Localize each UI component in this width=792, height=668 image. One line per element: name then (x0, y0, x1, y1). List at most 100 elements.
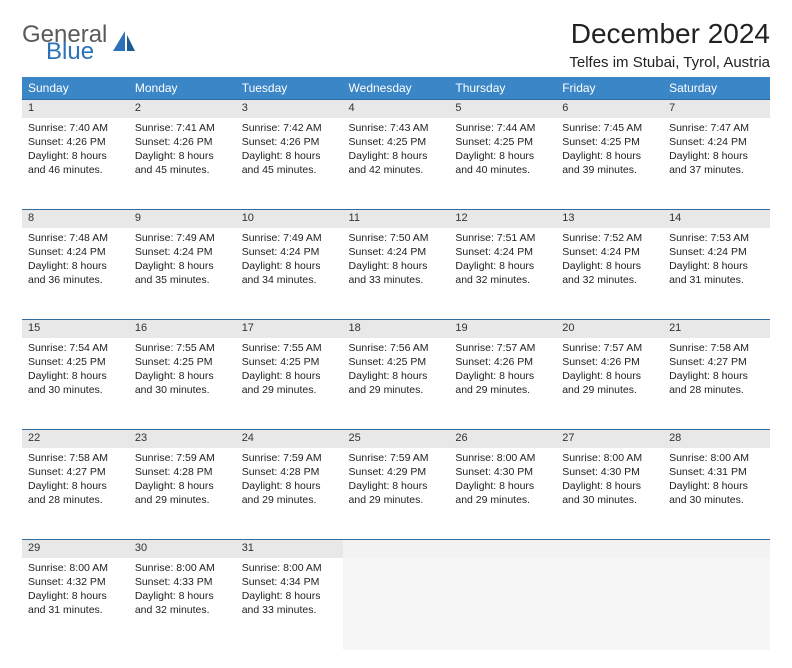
sunset-text: Sunset: 4:29 PM (349, 465, 444, 479)
day-number: 29 (22, 540, 129, 558)
sunrise-text: Sunrise: 7:49 AM (242, 231, 337, 245)
sunrise-text: Sunrise: 7:58 AM (28, 451, 123, 465)
daylight-text: Daylight: 8 hours and 32 minutes. (135, 589, 230, 617)
sunset-text: Sunset: 4:24 PM (562, 245, 657, 259)
day-number-empty (663, 540, 770, 558)
sunset-text: Sunset: 4:25 PM (562, 135, 657, 149)
sunrise-text: Sunrise: 7:58 AM (669, 341, 764, 355)
daylight-text: Daylight: 8 hours and 34 minutes. (242, 259, 337, 287)
day-cell: Sunrise: 7:43 AMSunset: 4:25 PMDaylight:… (343, 118, 450, 210)
day-number: 26 (449, 430, 556, 448)
weekday-header: Sunday (22, 77, 129, 100)
day-number-row: 15161718192021 (22, 320, 770, 338)
title-block: December 2024 Telfes im Stubai, Tyrol, A… (569, 18, 770, 71)
weekday-header: Tuesday (236, 77, 343, 100)
day-cell: Sunrise: 7:55 AMSunset: 4:25 PMDaylight:… (129, 338, 236, 430)
sunset-text: Sunset: 4:26 PM (135, 135, 230, 149)
day-number: 4 (343, 100, 450, 118)
daylight-text: Daylight: 8 hours and 29 minutes. (455, 479, 550, 507)
day-cell: Sunrise: 7:59 AMSunset: 4:28 PMDaylight:… (129, 448, 236, 540)
calendar-page: General Blue December 2024 Telfes im Stu… (0, 0, 792, 668)
sunset-text: Sunset: 4:24 PM (349, 245, 444, 259)
daylight-text: Daylight: 8 hours and 31 minutes. (28, 589, 123, 617)
sunset-text: Sunset: 4:24 PM (669, 245, 764, 259)
sunrise-text: Sunrise: 7:41 AM (135, 121, 230, 135)
sunset-text: Sunset: 4:31 PM (669, 465, 764, 479)
day-number: 24 (236, 430, 343, 448)
sunset-text: Sunset: 4:26 PM (562, 355, 657, 369)
day-number: 11 (343, 210, 450, 228)
day-number-empty (449, 540, 556, 558)
logo-sail-icon (111, 29, 137, 58)
sunset-text: Sunset: 4:28 PM (135, 465, 230, 479)
day-number: 12 (449, 210, 556, 228)
sunset-text: Sunset: 4:30 PM (562, 465, 657, 479)
sunset-text: Sunset: 4:26 PM (455, 355, 550, 369)
daylight-text: Daylight: 8 hours and 32 minutes. (562, 259, 657, 287)
sunrise-text: Sunrise: 7:50 AM (349, 231, 444, 245)
sunrise-text: Sunrise: 7:59 AM (242, 451, 337, 465)
daylight-text: Daylight: 8 hours and 30 minutes. (28, 369, 123, 397)
daylight-text: Daylight: 8 hours and 29 minutes. (242, 479, 337, 507)
sunset-text: Sunset: 4:27 PM (28, 465, 123, 479)
day-number: 22 (22, 430, 129, 448)
month-title: December 2024 (569, 18, 770, 50)
sunrise-text: Sunrise: 7:53 AM (669, 231, 764, 245)
sunrise-text: Sunrise: 7:51 AM (455, 231, 550, 245)
sunrise-text: Sunrise: 7:45 AM (562, 121, 657, 135)
day-content-row: Sunrise: 7:48 AMSunset: 4:24 PMDaylight:… (22, 228, 770, 320)
calendar-table: Sunday Monday Tuesday Wednesday Thursday… (22, 77, 770, 650)
logo-text: General Blue (22, 24, 107, 64)
sunrise-text: Sunrise: 7:42 AM (242, 121, 337, 135)
day-number: 8 (22, 210, 129, 228)
day-number-row: 293031 (22, 540, 770, 558)
day-number: 3 (236, 100, 343, 118)
daylight-text: Daylight: 8 hours and 29 minutes. (349, 369, 444, 397)
day-number: 28 (663, 430, 770, 448)
day-number: 1 (22, 100, 129, 118)
day-number: 20 (556, 320, 663, 338)
day-number: 6 (556, 100, 663, 118)
sunrise-text: Sunrise: 7:57 AM (562, 341, 657, 355)
page-header: General Blue December 2024 Telfes im Stu… (22, 18, 770, 71)
sunrise-text: Sunrise: 8:00 AM (242, 561, 337, 575)
day-cell: Sunrise: 8:00 AMSunset: 4:33 PMDaylight:… (129, 558, 236, 650)
sunset-text: Sunset: 4:27 PM (669, 355, 764, 369)
sunrise-text: Sunrise: 8:00 AM (669, 451, 764, 465)
sunset-text: Sunset: 4:24 PM (28, 245, 123, 259)
sunset-text: Sunset: 4:24 PM (242, 245, 337, 259)
day-number: 9 (129, 210, 236, 228)
sunrise-text: Sunrise: 7:59 AM (349, 451, 444, 465)
weekday-header: Thursday (449, 77, 556, 100)
daylight-text: Daylight: 8 hours and 45 minutes. (135, 149, 230, 177)
day-cell: Sunrise: 7:56 AMSunset: 4:25 PMDaylight:… (343, 338, 450, 430)
daylight-text: Daylight: 8 hours and 29 minutes. (562, 369, 657, 397)
sunset-text: Sunset: 4:33 PM (135, 575, 230, 589)
sunset-text: Sunset: 4:30 PM (455, 465, 550, 479)
daylight-text: Daylight: 8 hours and 46 minutes. (28, 149, 123, 177)
day-number-empty (343, 540, 450, 558)
day-cell: Sunrise: 8:00 AMSunset: 4:31 PMDaylight:… (663, 448, 770, 540)
sunrise-text: Sunrise: 7:43 AM (349, 121, 444, 135)
weekday-header-row: Sunday Monday Tuesday Wednesday Thursday… (22, 77, 770, 100)
day-number: 13 (556, 210, 663, 228)
weekday-header: Monday (129, 77, 236, 100)
day-number: 30 (129, 540, 236, 558)
daylight-text: Daylight: 8 hours and 30 minutes. (562, 479, 657, 507)
sunrise-text: Sunrise: 7:57 AM (455, 341, 550, 355)
day-number-row: 22232425262728 (22, 430, 770, 448)
daylight-text: Daylight: 8 hours and 45 minutes. (242, 149, 337, 177)
sunset-text: Sunset: 4:25 PM (349, 355, 444, 369)
sunrise-text: Sunrise: 7:47 AM (669, 121, 764, 135)
sunset-text: Sunset: 4:28 PM (242, 465, 337, 479)
day-cell-empty (556, 558, 663, 650)
day-cell: Sunrise: 8:00 AMSunset: 4:32 PMDaylight:… (22, 558, 129, 650)
day-cell: Sunrise: 7:58 AMSunset: 4:27 PMDaylight:… (663, 338, 770, 430)
day-number: 10 (236, 210, 343, 228)
sunset-text: Sunset: 4:24 PM (135, 245, 230, 259)
day-number: 31 (236, 540, 343, 558)
day-cell: Sunrise: 7:52 AMSunset: 4:24 PMDaylight:… (556, 228, 663, 320)
day-cell: Sunrise: 8:00 AMSunset: 4:30 PMDaylight:… (556, 448, 663, 540)
sunset-text: Sunset: 4:24 PM (455, 245, 550, 259)
sunset-text: Sunset: 4:25 PM (28, 355, 123, 369)
